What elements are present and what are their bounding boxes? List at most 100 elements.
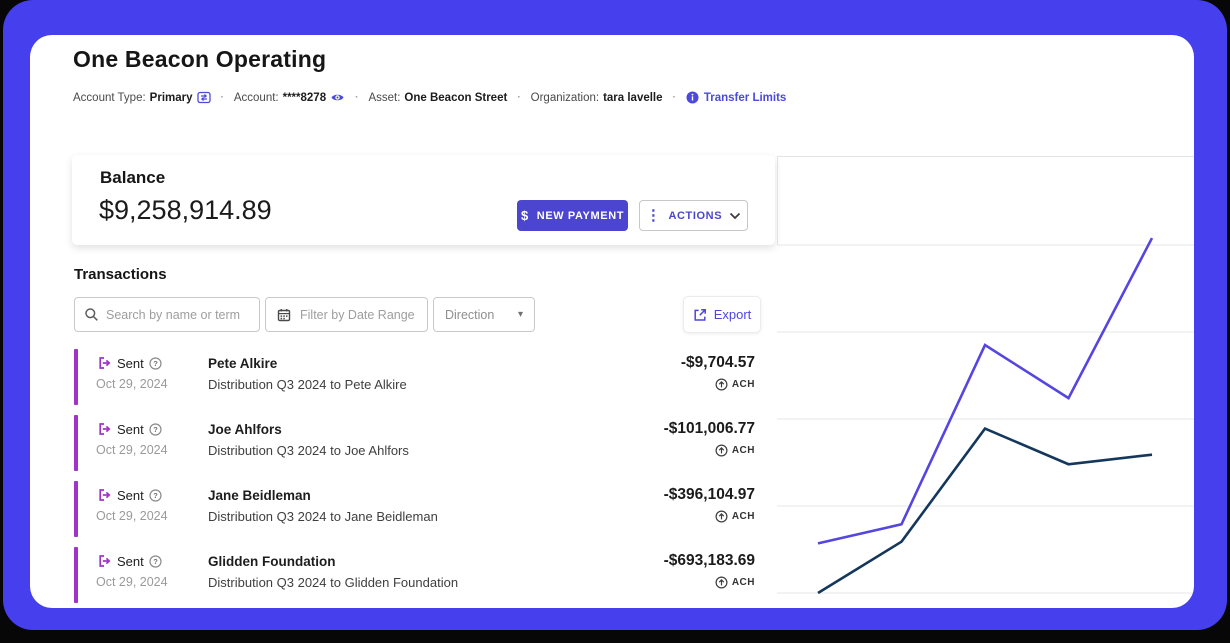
search-input-wrapper[interactable] [74, 297, 260, 332]
transaction-name: Jane Beidleman [208, 488, 311, 503]
transaction-date: Oct 29, 2024 [96, 575, 168, 589]
method-label: ACH [731, 445, 755, 456]
meta-value: One Beacon Street [404, 91, 508, 104]
sent-arrow-icon [96, 553, 112, 569]
transactions-list: Sent ? Oct 29, 2024 Pete Alkire Distribu… [74, 349, 755, 603]
meta-label: Asset: [368, 91, 401, 104]
transaction-status: Sent ? [96, 355, 208, 371]
transaction-name: Pete Alkire [208, 356, 278, 371]
transaction-method: ACH [585, 576, 755, 589]
transaction-date: Oct 29, 2024 [96, 509, 168, 523]
account-meta-row: Account Type: Primary · Account: ****827… [73, 91, 786, 104]
transaction-row[interactable]: Sent ? Oct 29, 2024 Jane Beidleman Distr… [74, 481, 755, 537]
transaction-method: ACH [585, 510, 755, 523]
transaction-method: ACH [585, 378, 755, 391]
separator-dot: · [672, 92, 676, 103]
dollar-icon: $ [520, 208, 529, 223]
svg-text:?: ? [153, 491, 158, 500]
direction-dropdown[interactable]: Direction ▾ [433, 297, 535, 332]
sent-arrow-icon [96, 421, 112, 437]
row-accent-bar [74, 349, 78, 405]
transfer-limits-link[interactable]: Transfer Limits [686, 91, 786, 104]
transaction-method: ACH [585, 444, 755, 457]
transaction-status: Sent ? [96, 553, 208, 569]
transaction-status: Sent ? [96, 421, 208, 437]
eye-icon[interactable] [330, 92, 345, 103]
row-accent-bar [74, 547, 78, 603]
date-range-filter-label: Filter by Date Range [300, 307, 415, 322]
meta-account-number: Account: ****8278 [234, 92, 345, 104]
meta-account-type: Account Type: Primary [73, 91, 211, 104]
transactions-toolbar: Filter by Date Range Direction ▾ [74, 297, 535, 332]
caret-down-icon: ▾ [517, 309, 523, 320]
main-card: One Beacon Operating Account Type: Prima… [30, 35, 1194, 608]
meta-label: Organization: [530, 91, 600, 104]
balance-history-chart [777, 156, 1194, 608]
method-label: ACH [731, 379, 755, 390]
transactions-title: Transactions [74, 266, 167, 283]
status-label: Sent [117, 487, 144, 503]
balance-amount: $9,258,914.89 [99, 195, 272, 225]
transaction-description: Distribution Q3 2024 to Glidden Foundati… [208, 575, 459, 590]
status-label: Sent [117, 355, 144, 371]
transaction-name: Joe Ahlfors [208, 422, 282, 437]
transaction-description: Distribution Q3 2024 to Jane Beidleman [208, 509, 438, 524]
svg-text:?: ? [153, 557, 158, 566]
actions-label: ACTIONS [668, 209, 723, 222]
svg-text:?: ? [153, 425, 158, 434]
info-icon [686, 91, 699, 104]
method-label: ACH [731, 577, 755, 588]
transfer-limits-label: Transfer Limits [703, 91, 787, 104]
transaction-date: Oct 29, 2024 [96, 377, 168, 391]
export-icon [693, 308, 707, 322]
meta-asset: Asset: One Beacon Street [368, 92, 507, 104]
method-label: ACH [731, 511, 755, 522]
export-button[interactable]: Export [683, 296, 761, 333]
help-icon[interactable]: ? [149, 554, 162, 568]
svg-text:?: ? [153, 359, 158, 368]
help-icon[interactable]: ? [149, 422, 162, 436]
meta-label: Account Type: [73, 91, 146, 104]
row-accent-bar [74, 415, 78, 471]
transaction-row[interactable]: Sent ? Oct 29, 2024 Pete Alkire Distribu… [74, 349, 755, 405]
transaction-amount: -$693,183.69 [663, 552, 755, 569]
chevron-down-icon [729, 212, 741, 220]
arrow-circle-up-icon [715, 576, 728, 589]
balance-label: Balance [100, 168, 166, 187]
transaction-date: Oct 29, 2024 [96, 443, 168, 457]
transfer-icon[interactable] [196, 91, 211, 104]
meta-organization: Organization: tara lavelle [531, 92, 663, 104]
actions-button[interactable]: ⋮ ACTIONS [639, 200, 748, 231]
calendar-icon [277, 308, 291, 322]
transaction-status: Sent ? [96, 487, 208, 503]
sent-arrow-icon [96, 487, 112, 503]
chart-canvas [777, 156, 1194, 595]
status-label: Sent [117, 553, 144, 569]
arrow-circle-up-icon [715, 444, 728, 457]
arrow-circle-up-icon [715, 378, 728, 391]
date-range-filter-button[interactable]: Filter by Date Range [265, 297, 428, 332]
transaction-description: Distribution Q3 2024 to Pete Alkire [208, 377, 407, 392]
transaction-amount: -$101,006.77 [663, 420, 755, 437]
page-title: One Beacon Operating [73, 46, 327, 72]
transaction-amount: -$396,104.97 [663, 486, 755, 503]
transaction-row[interactable]: Sent ? Oct 29, 2024 Glidden Foundation D… [74, 547, 755, 603]
transaction-name: Glidden Foundation [208, 554, 336, 569]
meta-value: Primary [149, 91, 193, 104]
meta-value: tara lavelle [603, 91, 663, 104]
transaction-amount: -$9,704.57 [680, 354, 755, 371]
transaction-row[interactable]: Sent ? Oct 29, 2024 Joe Ahlfors Distribu… [74, 415, 755, 471]
arrow-circle-up-icon [715, 510, 728, 523]
help-icon[interactable]: ? [149, 488, 162, 502]
meta-label: Account: [233, 91, 279, 104]
direction-label: Direction [445, 307, 495, 322]
transaction-description: Distribution Q3 2024 to Joe Ahlfors [208, 443, 409, 458]
balance-card: Balance $9,258,914.89 $ NEW PAYMENT ⋮ AC… [72, 155, 775, 245]
help-icon[interactable]: ? [149, 356, 162, 370]
sent-arrow-icon [96, 355, 112, 371]
new-payment-button[interactable]: $ NEW PAYMENT [517, 200, 628, 231]
status-label: Sent [117, 421, 144, 437]
meta-value: ****8278 [282, 91, 327, 104]
search-icon [84, 307, 99, 322]
search-input[interactable] [106, 307, 246, 322]
